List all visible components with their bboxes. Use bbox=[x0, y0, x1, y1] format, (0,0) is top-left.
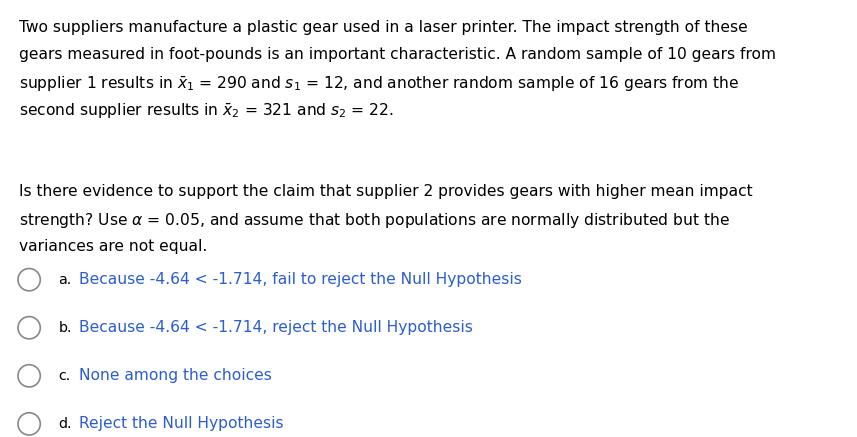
Text: Because -4.64 < -1.714, fail to reject the Null Hypothesis: Because -4.64 < -1.714, fail to reject t… bbox=[79, 272, 522, 287]
Text: variances are not equal.: variances are not equal. bbox=[19, 239, 207, 253]
Text: second supplier results in $\bar{x}_2$ = 321 and $s_2$ = 22.: second supplier results in $\bar{x}_2$ =… bbox=[19, 102, 393, 121]
Text: gears measured in foot-pounds is an important characteristic. A random sample of: gears measured in foot-pounds is an impo… bbox=[19, 47, 776, 62]
Text: a.: a. bbox=[58, 273, 71, 287]
Text: d.: d. bbox=[58, 417, 72, 431]
Text: Two suppliers manufacture a plastic gear used in a laser printer. The impact str: Two suppliers manufacture a plastic gear… bbox=[19, 20, 747, 35]
Text: Reject the Null Hypothesis: Reject the Null Hypothesis bbox=[79, 416, 284, 431]
Text: Because -4.64 < -1.714, reject the Null Hypothesis: Because -4.64 < -1.714, reject the Null … bbox=[79, 320, 473, 335]
Text: b.: b. bbox=[58, 321, 72, 335]
Text: strength? Use $\alpha$ = 0.05, and assume that both populations are normally dis: strength? Use $\alpha$ = 0.05, and assum… bbox=[19, 211, 730, 230]
Text: None among the choices: None among the choices bbox=[79, 368, 272, 383]
Text: supplier 1 results in $\bar{x}_1$ = 290 and $s_1$ = 12, and another random sampl: supplier 1 results in $\bar{x}_1$ = 290 … bbox=[19, 75, 740, 94]
Text: c.: c. bbox=[58, 369, 70, 383]
Text: Is there evidence to support the claim that supplier 2 provides gears with highe: Is there evidence to support the claim t… bbox=[19, 184, 752, 198]
